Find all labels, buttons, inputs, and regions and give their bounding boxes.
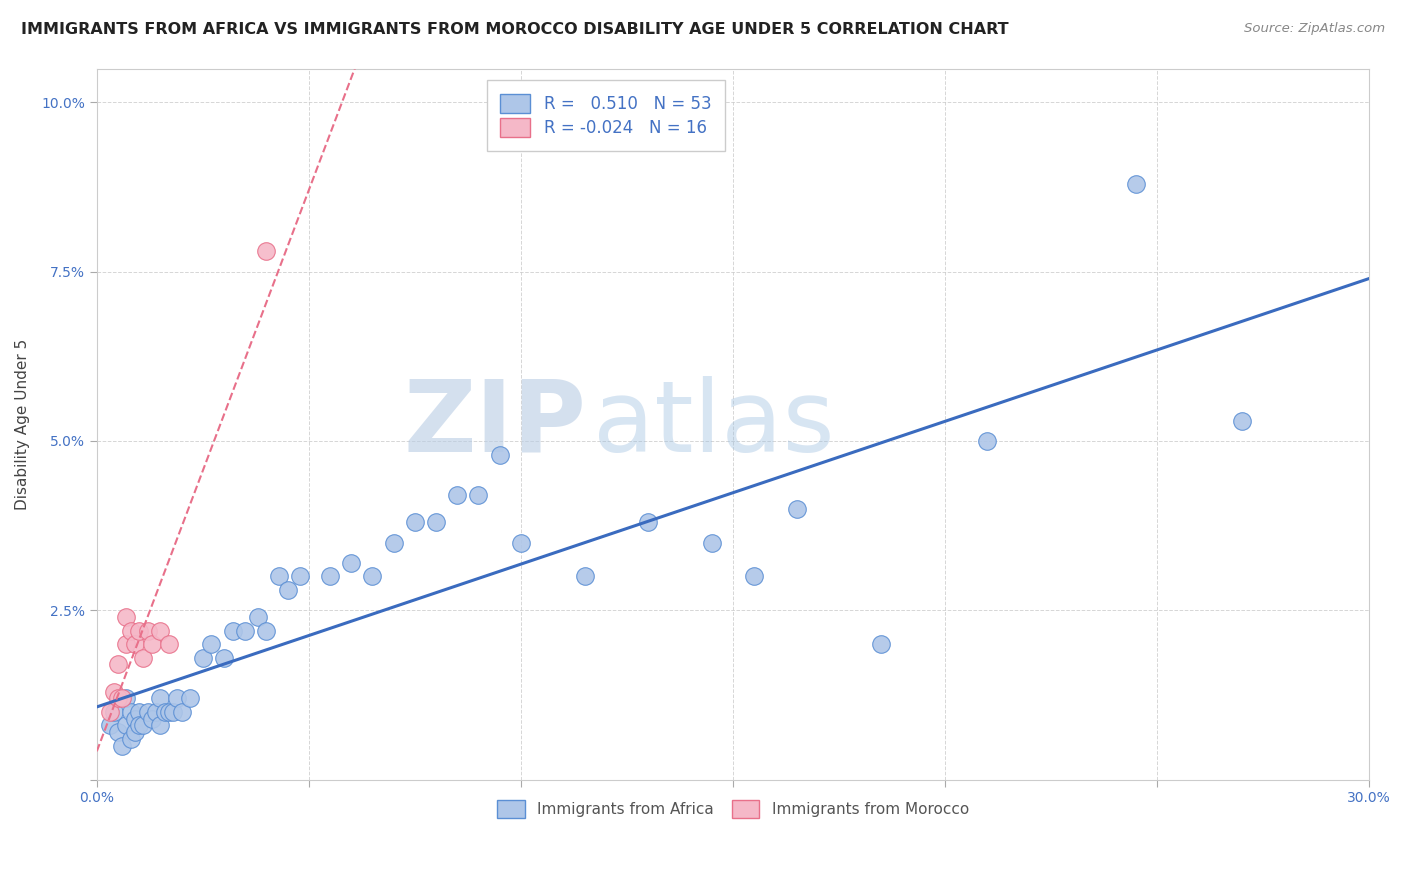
Point xyxy=(107,691,129,706)
Point xyxy=(269,569,291,583)
Point xyxy=(319,569,342,583)
Point xyxy=(574,569,596,583)
Point xyxy=(98,718,121,732)
Point xyxy=(136,624,159,638)
Point xyxy=(191,650,214,665)
Point xyxy=(128,718,150,732)
Point xyxy=(166,691,188,706)
Point xyxy=(170,705,193,719)
Point xyxy=(149,718,172,732)
Point xyxy=(425,515,447,529)
Point xyxy=(1125,177,1147,191)
Point xyxy=(976,434,998,448)
Point xyxy=(128,705,150,719)
Point xyxy=(145,705,167,719)
Point xyxy=(1230,414,1253,428)
Text: IMMIGRANTS FROM AFRICA VS IMMIGRANTS FROM MOROCCO DISABILITY AGE UNDER 5 CORRELA: IMMIGRANTS FROM AFRICA VS IMMIGRANTS FRO… xyxy=(21,22,1008,37)
Point xyxy=(115,610,138,624)
Point xyxy=(212,650,235,665)
Point xyxy=(141,712,163,726)
Point xyxy=(200,637,222,651)
Point xyxy=(132,650,155,665)
Point xyxy=(467,488,489,502)
Point xyxy=(111,691,134,706)
Point xyxy=(153,705,176,719)
Point xyxy=(254,624,277,638)
Point xyxy=(221,624,243,638)
Point xyxy=(179,691,201,706)
Point xyxy=(361,569,384,583)
Point xyxy=(98,705,121,719)
Point xyxy=(120,624,142,638)
Text: Source: ZipAtlas.com: Source: ZipAtlas.com xyxy=(1244,22,1385,36)
Point xyxy=(111,739,134,753)
Point xyxy=(124,712,146,726)
Point xyxy=(700,535,723,549)
Point xyxy=(786,501,808,516)
Point xyxy=(107,725,129,739)
Point xyxy=(103,705,125,719)
Point xyxy=(637,515,659,529)
Point xyxy=(157,637,180,651)
Point xyxy=(103,684,125,698)
Point xyxy=(404,515,426,529)
Point xyxy=(340,556,363,570)
Text: ZIP: ZIP xyxy=(404,376,586,473)
Legend: Immigrants from Africa, Immigrants from Morocco: Immigrants from Africa, Immigrants from … xyxy=(489,792,977,825)
Point xyxy=(742,569,765,583)
Point xyxy=(141,637,163,651)
Point xyxy=(115,691,138,706)
Y-axis label: Disability Age Under 5: Disability Age Under 5 xyxy=(15,338,30,509)
Point xyxy=(162,705,184,719)
Point xyxy=(128,624,150,638)
Point xyxy=(124,725,146,739)
Point xyxy=(115,718,138,732)
Point xyxy=(149,691,172,706)
Point xyxy=(509,535,531,549)
Text: atlas: atlas xyxy=(593,376,835,473)
Point xyxy=(149,624,172,638)
Point xyxy=(124,637,146,651)
Point xyxy=(120,731,142,746)
Point xyxy=(132,718,155,732)
Point xyxy=(107,657,129,672)
Point xyxy=(157,705,180,719)
Point xyxy=(254,244,277,259)
Point xyxy=(870,637,893,651)
Point xyxy=(246,610,269,624)
Point xyxy=(136,705,159,719)
Point xyxy=(233,624,256,638)
Point xyxy=(277,582,299,597)
Point xyxy=(446,488,468,502)
Point xyxy=(120,705,142,719)
Point xyxy=(115,637,138,651)
Point xyxy=(290,569,312,583)
Point xyxy=(488,448,510,462)
Point xyxy=(382,535,405,549)
